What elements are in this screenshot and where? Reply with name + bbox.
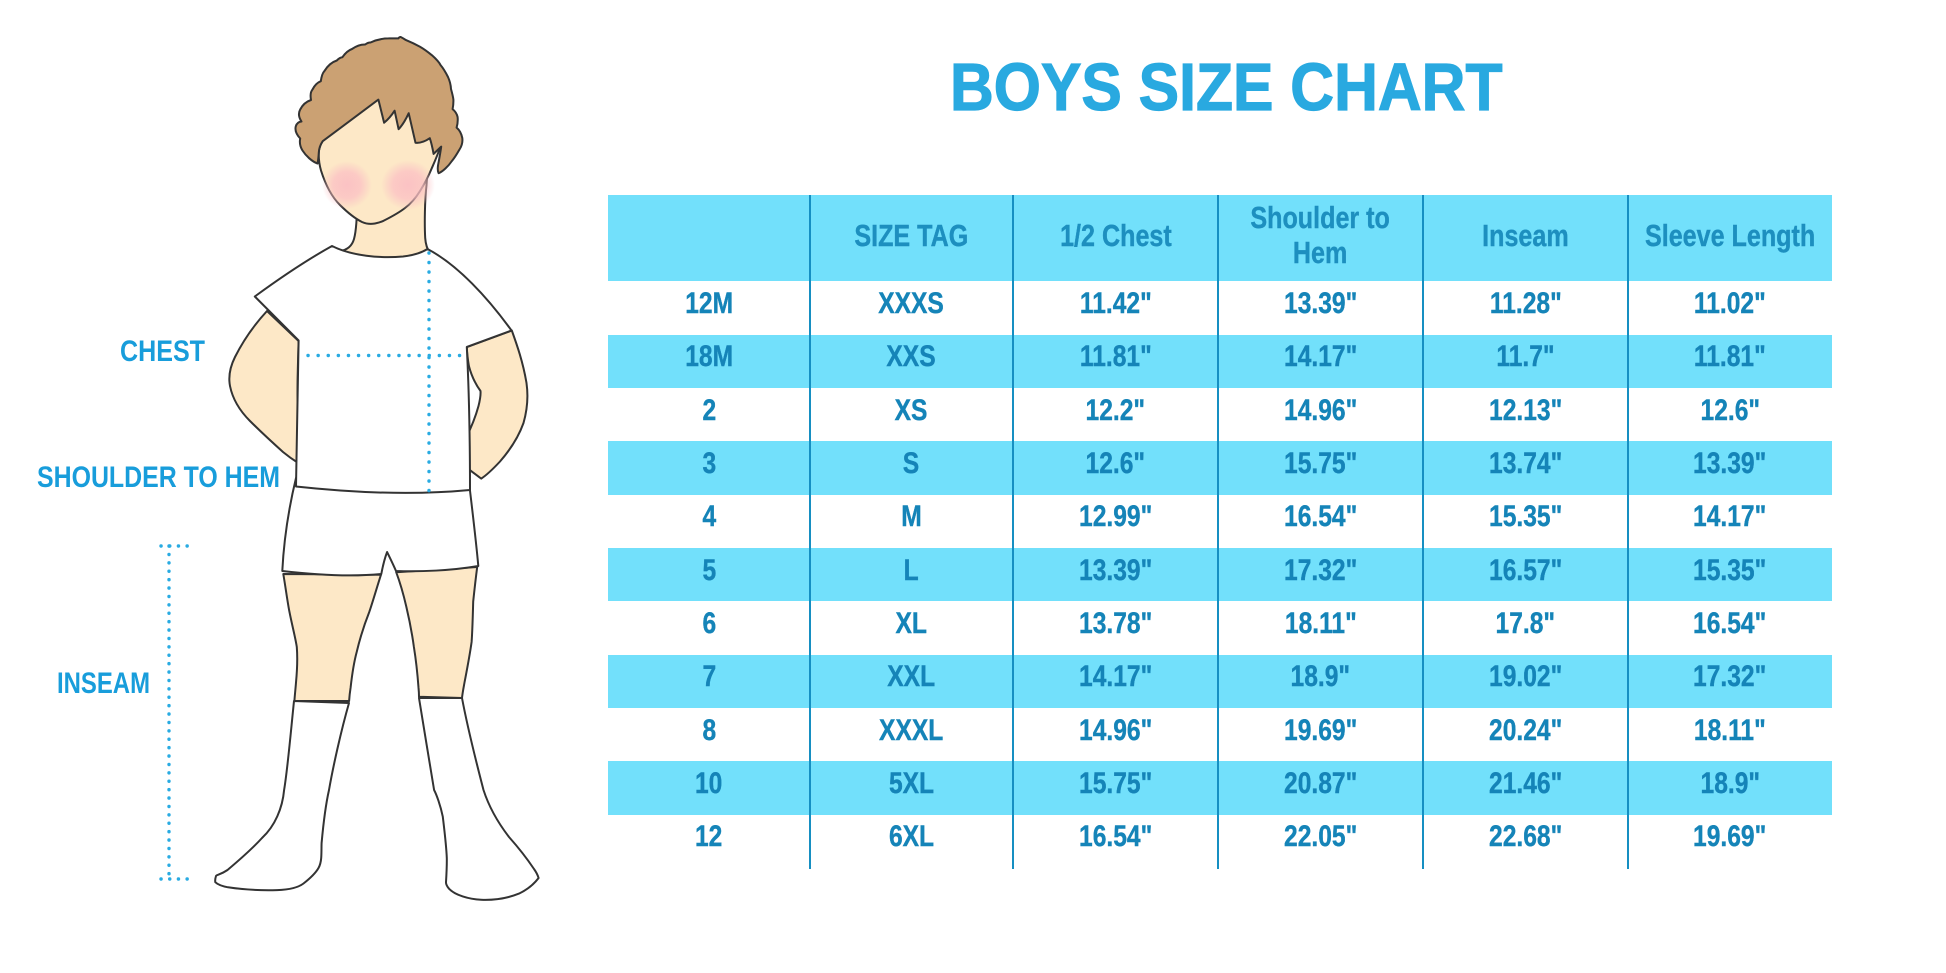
svg-text:INSEAM: INSEAM xyxy=(57,667,150,700)
svg-text:CHEST: CHEST xyxy=(120,335,205,368)
svg-text:SHOULDER TO HEM: SHOULDER TO HEM xyxy=(37,461,280,494)
